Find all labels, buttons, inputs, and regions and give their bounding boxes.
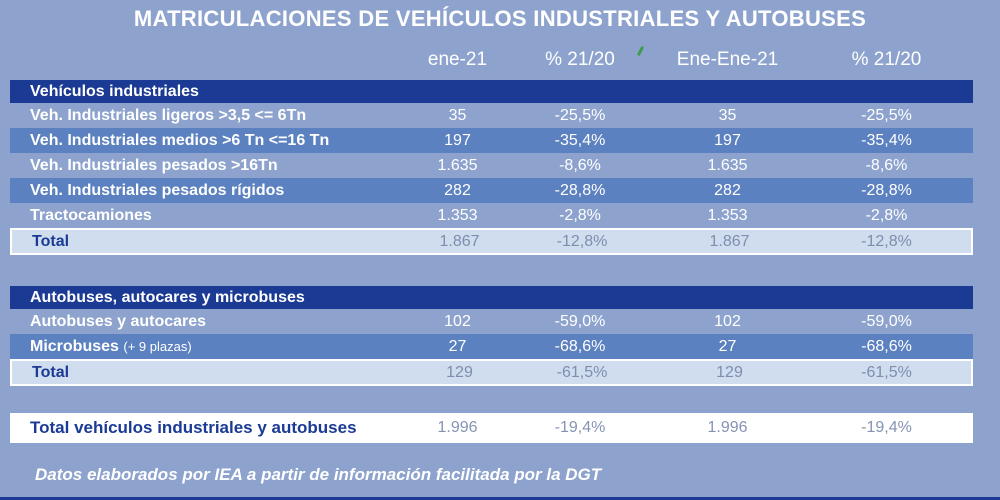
row-value: -19,4% xyxy=(554,419,606,436)
row-value: -19,4% xyxy=(861,419,912,436)
column-header-ene-ene-21: Ene-Ene-21 xyxy=(676,49,779,70)
column-header-pct-2120-a: % 21/20 xyxy=(545,49,615,70)
row-value: -12,8% xyxy=(861,232,912,250)
table-row-pesados: Veh. Industriales pesados >16Tn 1.635 -8… xyxy=(10,153,973,178)
row-value: -68,6% xyxy=(861,337,912,355)
column-header-row: ene-21 % 21/20 Ene-Ene-21 % 21/20 xyxy=(10,49,973,71)
row-value: -35,4% xyxy=(554,131,606,149)
row-value: 1.353 xyxy=(437,206,478,224)
row-value: 102 xyxy=(444,312,471,330)
row-value: 1.996 xyxy=(437,419,478,436)
row-value: 1.996 xyxy=(707,419,748,436)
row-value: -28,8% xyxy=(861,181,912,199)
section-autobuses: Autobuses, autocares y microbuses Autobu… xyxy=(10,286,973,386)
row-value: -59,0% xyxy=(554,312,606,330)
row-value: -8,6% xyxy=(865,156,908,174)
section-header: Autobuses, autocares y microbuses xyxy=(10,286,973,309)
row-value: -25,5% xyxy=(861,106,912,124)
row-value: 197 xyxy=(444,131,471,149)
row-value: -2,8% xyxy=(865,206,908,224)
grand-total-row: Total vehículos industriales y autobuses… xyxy=(10,413,973,443)
row-value: 1.635 xyxy=(437,156,478,174)
footer-note: Datos elaborados por IEA a partir de inf… xyxy=(35,465,602,484)
row-label: Total xyxy=(32,232,70,250)
row-value: 1.635 xyxy=(707,156,748,174)
table-row-microbuses: Microbuses (+ 9 plazas) 27 -68,6% 27 -68… xyxy=(10,334,973,359)
row-value: 282 xyxy=(444,181,471,199)
row-value: 35 xyxy=(718,106,737,124)
row-label: Total vehículos industriales y autobuses xyxy=(30,418,357,437)
row-label-note: (+ 9 plazas) xyxy=(123,338,192,354)
row-label: Autobuses y autocares xyxy=(30,312,207,330)
row-label: Microbuses (+ 9 plazas) xyxy=(10,338,410,356)
row-value: 197 xyxy=(714,131,741,149)
total-row-vehiculos-industriales: Total 1.867 -12,8% 1.867 -12,8% xyxy=(10,228,973,255)
row-label-main: Microbuses xyxy=(30,337,119,355)
row-value: -35,4% xyxy=(861,131,912,149)
section-vehiculos-industriales: Vehículos industriales Veh. Industriales… xyxy=(10,80,973,255)
row-label: Veh. Industriales pesados rígidos xyxy=(30,181,285,199)
row-value: -2,8% xyxy=(559,206,601,224)
section-header: Vehículos industriales xyxy=(10,80,973,103)
row-value: -61,5% xyxy=(861,363,912,381)
table-row-ligeros: Veh. Industriales ligeros >3,5 <= 6Tn 35… xyxy=(10,103,973,128)
row-value: -25,5% xyxy=(554,106,606,124)
table-row-medios: Veh. Industriales medios >6 Tn <=16 Tn 1… xyxy=(10,128,973,153)
row-value: 282 xyxy=(714,181,741,199)
row-value: -61,5% xyxy=(556,363,608,381)
row-value: -8,6% xyxy=(559,156,601,174)
row-value: -28,8% xyxy=(554,181,606,199)
column-header-spacer xyxy=(10,49,410,71)
bottom-border-bar xyxy=(0,497,1000,500)
total-row-autobuses: Total 129 -61,5% 129 -61,5% xyxy=(10,359,973,386)
row-label: Veh. Industriales medios >6 Tn <=16 Tn xyxy=(30,131,330,149)
column-header-ene21: ene-21 xyxy=(427,49,488,70)
row-value: 1.867 xyxy=(439,232,480,250)
row-value: 129 xyxy=(446,363,473,381)
row-value: 27 xyxy=(718,337,737,355)
row-label: Tractocamiones xyxy=(30,206,152,224)
row-value: -59,0% xyxy=(861,312,912,330)
row-value: 35 xyxy=(448,106,467,124)
table-row-pesados-rigidos: Veh. Industriales pesados rígidos 282 -2… xyxy=(10,178,973,203)
page-title: MATRICULACIONES DE VEHÍCULOS INDUSTRIALE… xyxy=(133,6,867,31)
row-value: 129 xyxy=(716,363,743,381)
row-value: 1.353 xyxy=(707,206,748,224)
row-value: 102 xyxy=(714,312,741,330)
row-value: 27 xyxy=(448,337,467,355)
row-value: -12,8% xyxy=(556,232,608,250)
column-header-pct-2120-b: % 21/20 xyxy=(851,49,922,70)
table-row-autobuses-autocares: Autobuses y autocares 102 -59,0% 102 -59… xyxy=(10,309,973,334)
row-value: 1.867 xyxy=(709,232,750,250)
row-label: Total xyxy=(32,363,70,381)
row-label: Veh. Industriales pesados >16Tn xyxy=(30,156,278,174)
table-row-tractocamiones: Tractocamiones 1.353 -2,8% 1.353 -2,8% xyxy=(10,203,973,228)
row-label: Veh. Industriales ligeros >3,5 <= 6Tn xyxy=(30,106,307,124)
row-value: -68,6% xyxy=(554,337,606,355)
